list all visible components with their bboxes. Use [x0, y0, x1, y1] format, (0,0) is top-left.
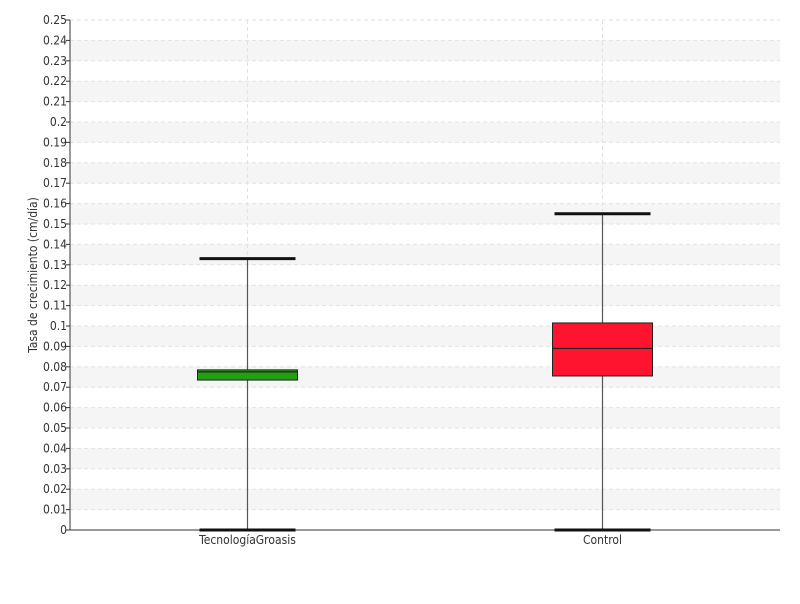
box-2 [552, 212, 653, 532]
grid-band [70, 366, 780, 388]
y-tick-label: 0.07 [43, 380, 67, 394]
grid-band [70, 407, 780, 428]
y-tick-label: 0 [60, 523, 67, 537]
box-body [197, 369, 298, 381]
y-tick-label: 0.2 [50, 115, 67, 129]
y-tick-label: 0.06 [43, 401, 67, 415]
grid-band [70, 122, 780, 143]
y-tick-label: 0.03 [43, 462, 67, 476]
y-tick-label: 0.14 [43, 237, 67, 251]
y-tick-label: 0.04 [43, 441, 67, 455]
box-series [197, 212, 653, 532]
grid-band [70, 81, 780, 102]
grid-band [70, 203, 780, 224]
x-tick-label: TecnologíaGroasis [198, 533, 296, 547]
grid-band [70, 326, 780, 347]
grid-band [70, 285, 780, 306]
y-tick-label: 0.05 [43, 421, 67, 435]
y-tick-label: 0.16 [43, 197, 67, 211]
y-axis-ticks: 0 0.01 0.02 0.03 0.04 0.05 0.06 0.07 0.08 0.09 0.1… [43, 13, 70, 537]
y-tick-label: 0.13 [43, 258, 67, 272]
y-tick-label: 0.08 [43, 360, 67, 374]
y-tick-label: 0.22 [43, 74, 67, 88]
box-body [552, 322, 653, 377]
grid-bands [70, 40, 780, 510]
y-tick-label: 0.19 [43, 135, 67, 149]
horizontal-gridlines [70, 19, 780, 511]
y-tick-label: 0.17 [43, 176, 67, 190]
y-tick-label: 0.24 [43, 33, 67, 47]
y-tick-label: 0.15 [43, 217, 67, 231]
grid-band [70, 244, 780, 265]
y-axis-title: Tasa de crecimiento (cm/día) [26, 197, 40, 354]
grid-band [70, 162, 780, 184]
grid-band [70, 448, 780, 469]
y-tick-label: 0.02 [43, 482, 67, 496]
y-tick-label: 0.18 [43, 156, 67, 170]
y-tick-label: 0.1 [50, 319, 67, 333]
y-tick-label: 0.01 [43, 503, 67, 517]
y-tick-label: 0.21 [43, 95, 67, 109]
x-axis-labels: TecnologíaGroasis Control [198, 533, 622, 547]
axes [69, 20, 780, 531]
grid-band [70, 40, 780, 61]
y-tick-label: 0.11 [43, 299, 67, 313]
y-tick-label: 0.12 [43, 278, 67, 292]
y-tick-label: 0.09 [43, 339, 67, 353]
y-tick-label: 0.25 [43, 13, 67, 27]
y-tick-label: 0.23 [43, 54, 67, 68]
box-1 [197, 257, 298, 532]
grid-band [70, 489, 780, 510]
x-tick-label: Control [583, 533, 622, 547]
